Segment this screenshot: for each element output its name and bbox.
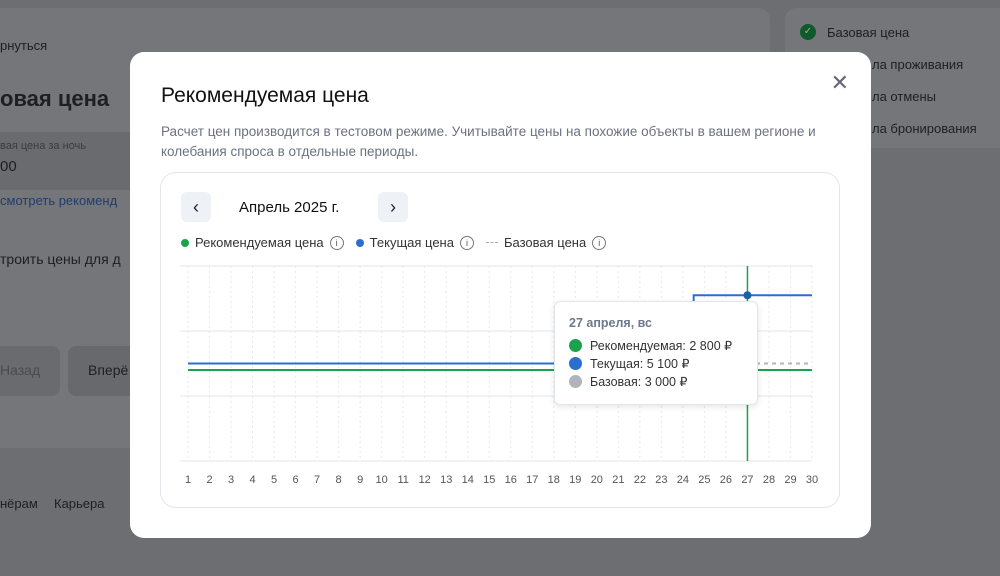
legend-current: Текущая цена i xyxy=(355,235,474,250)
x-tick-label: 20 xyxy=(591,474,603,486)
chart-container: ‹ Апрель 2025 г. › Рекомендуемая цена i Т… xyxy=(160,172,840,508)
tooltip-date: 27 апреля, вс xyxy=(569,316,652,330)
footer-link[interactable]: Карьера xyxy=(54,496,105,511)
x-tick-label: 7 xyxy=(314,474,320,486)
x-tick-label: 12 xyxy=(419,474,431,486)
x-tick-label: 2 xyxy=(206,474,212,486)
legend-label: Рекомендуемая цена xyxy=(195,235,324,250)
bg-heading: овая цена xyxy=(0,86,110,111)
info-icon[interactable]: i xyxy=(459,235,474,250)
gray-dot-icon xyxy=(569,374,582,388)
tooltip-current: Текущая: 5 100 ₽ xyxy=(590,356,690,371)
x-tick-label: 18 xyxy=(548,474,560,486)
blue-dot-icon xyxy=(355,238,364,247)
x-tick-label: 30 xyxy=(806,474,818,486)
info-icon[interactable]: i xyxy=(592,235,607,250)
chart-legend: Рекомендуемая цена i Текущая цена i Базова… xyxy=(181,235,607,250)
check-icon: ✓ xyxy=(800,24,816,40)
chart-tooltip: 27 апреля, вс Рекомендуемая: 2 800 ₽ Тек… xyxy=(554,301,758,405)
x-tick-label: 19 xyxy=(569,474,581,486)
dashed-line-icon xyxy=(485,242,498,243)
bg-field-value[interactable]: 00 xyxy=(0,158,17,175)
x-tick-label: 21 xyxy=(612,474,624,486)
bg-back-button[interactable]: Назад xyxy=(0,346,60,396)
x-tick-label: 17 xyxy=(526,474,538,486)
recommended-price-modal: Рекомендуемая цена ✕ Расчет цен производ… xyxy=(130,52,871,538)
x-tick-label: 26 xyxy=(720,474,732,486)
x-tick-label: 27 xyxy=(741,474,753,486)
current-line xyxy=(188,294,812,365)
bg-field-label: вая цена за ночь xyxy=(0,140,87,152)
highlight-point xyxy=(743,291,752,300)
back-link[interactable]: рнуться xyxy=(0,38,48,53)
modal-description: Расчет цен производится в тестовом режим… xyxy=(161,124,816,159)
x-tick-label: 11 xyxy=(397,474,408,486)
x-tick-label: 15 xyxy=(483,474,495,486)
step-item[interactable]: ла проживания xyxy=(872,57,964,72)
x-tick-label: 1 xyxy=(185,474,191,486)
info-icon[interactable]: i xyxy=(329,235,344,250)
x-tick-label: 24 xyxy=(677,474,689,486)
x-tick-label: 4 xyxy=(249,474,255,486)
x-tick-label: 3 xyxy=(228,474,234,486)
x-tick-label: 6 xyxy=(293,474,299,486)
tooltip-recommended: Рекомендуемая: 2 800 ₽ xyxy=(590,338,733,353)
green-dot-icon xyxy=(181,238,189,247)
legend-label: Текущая цена xyxy=(369,235,454,250)
x-tick-label: 29 xyxy=(784,474,796,486)
x-tick-label: 28 xyxy=(763,474,775,486)
bg-setup[interactable]: троить цены для д xyxy=(0,251,121,267)
step-item[interactable]: Базовая цена xyxy=(827,25,910,40)
bg-field[interactable] xyxy=(0,132,130,190)
legend-base: Базовая цена i xyxy=(485,235,607,250)
month-label: Апрель 2025 г. xyxy=(239,199,340,216)
x-tick-label: 10 xyxy=(376,474,388,486)
prev-month-button[interactable]: ‹ xyxy=(181,192,211,222)
tooltip-base: Базовая: 3 000 ₽ xyxy=(590,374,688,389)
legend-recommended: Рекомендуемая цена i xyxy=(181,235,344,250)
green-dot-icon xyxy=(569,338,582,352)
next-month-button[interactable]: › xyxy=(378,192,408,222)
x-tick-label: 16 xyxy=(505,474,517,486)
x-tick-label: 13 xyxy=(440,474,452,486)
x-tick-label: 9 xyxy=(357,474,363,486)
modal-title: Рекомендуемая цена xyxy=(161,84,369,107)
bg-link[interactable]: смотреть рекоменд xyxy=(0,193,118,208)
x-tick-label: 25 xyxy=(698,474,710,486)
footer-link[interactable]: нёрам xyxy=(0,496,38,511)
blue-dot-icon xyxy=(569,356,582,370)
x-tick-label: 8 xyxy=(336,474,342,486)
close-icon[interactable]: ✕ xyxy=(830,70,849,95)
step-item[interactable]: ла отмены xyxy=(872,89,937,104)
x-tick-label: 22 xyxy=(634,474,646,486)
x-tick-label: 23 xyxy=(655,474,667,486)
x-tick-label: 14 xyxy=(462,474,474,486)
legend-label: Базовая цена xyxy=(503,235,587,250)
x-tick-label: 5 xyxy=(271,474,277,486)
step-item[interactable]: ла бронирования xyxy=(872,121,977,136)
